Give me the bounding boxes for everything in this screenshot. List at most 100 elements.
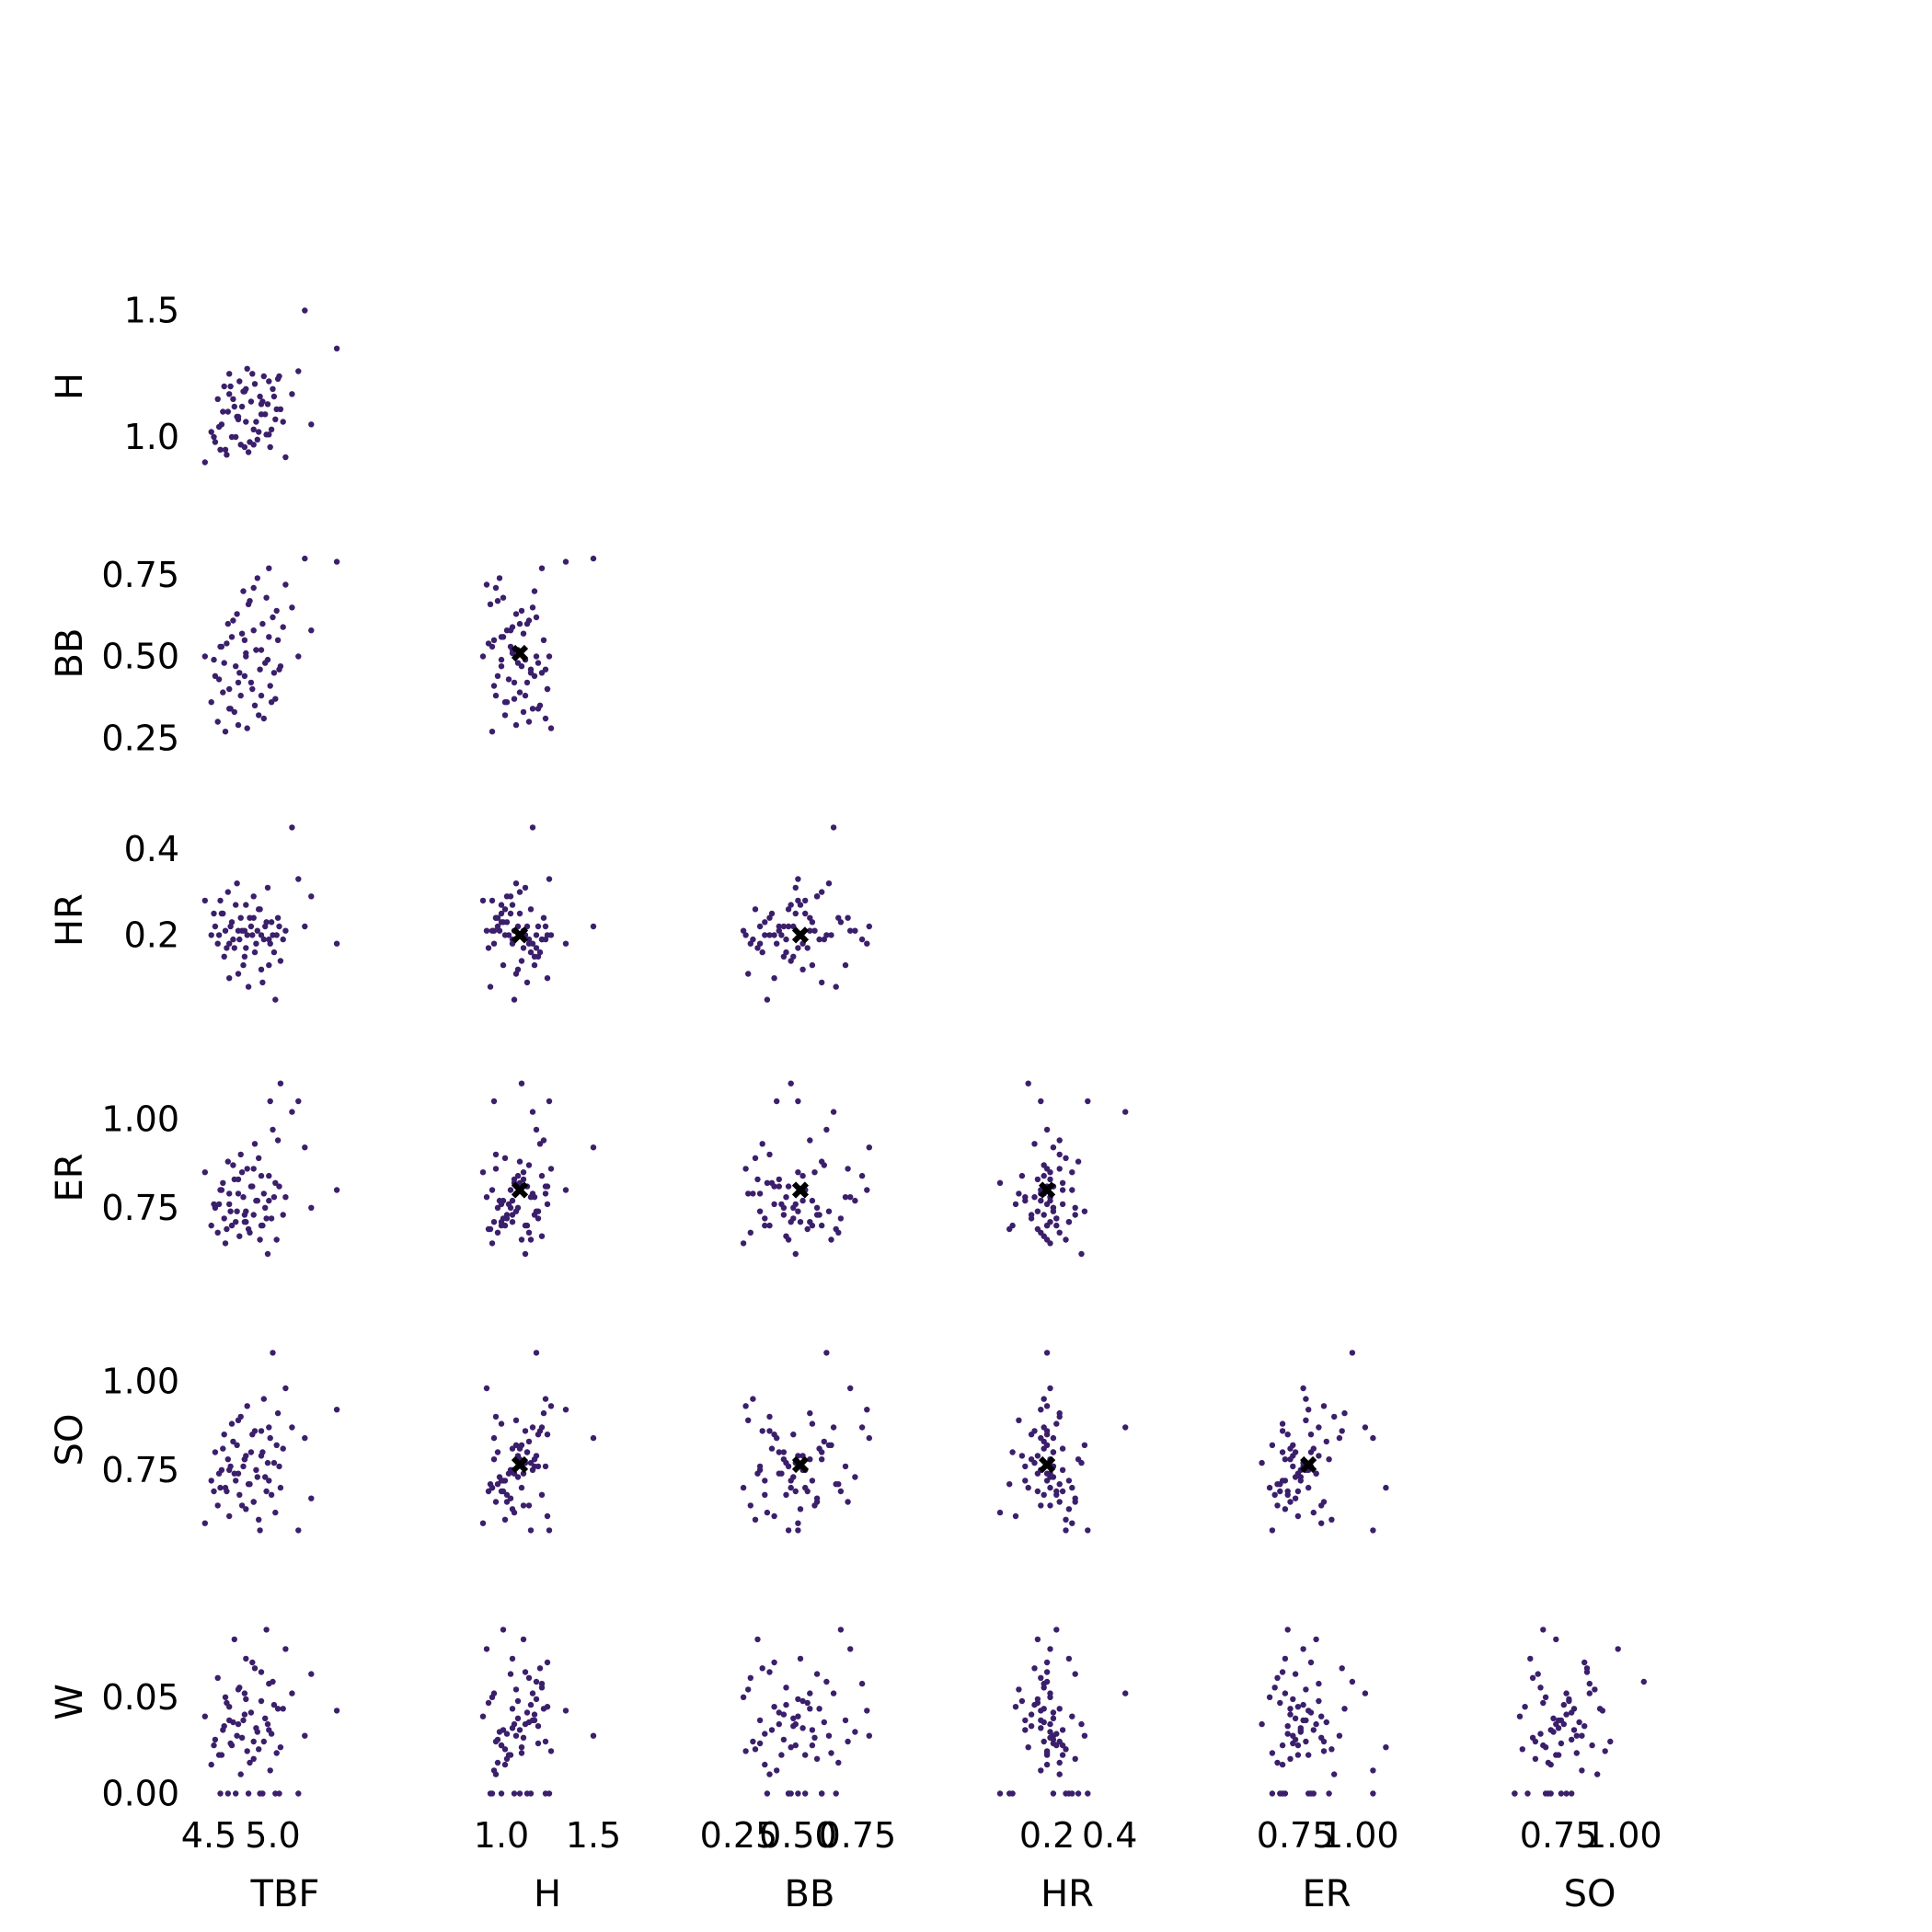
scatter-point — [211, 1201, 217, 1208]
reference-marker — [1038, 1181, 1056, 1199]
scatter-point — [562, 558, 569, 565]
scatter-point — [226, 1717, 233, 1724]
scatter-point — [1602, 1748, 1608, 1754]
scatter-point — [240, 1463, 247, 1470]
scatter-point — [230, 936, 236, 943]
scatter-point — [1282, 1655, 1289, 1662]
scatter-point — [1589, 1742, 1595, 1749]
scatter-point — [780, 923, 788, 930]
scatter-point — [222, 729, 229, 735]
scatter-point — [1370, 1527, 1376, 1534]
scatter-point — [511, 1509, 518, 1516]
scatter-point — [1041, 1738, 1047, 1745]
scatter-point — [1009, 1222, 1016, 1229]
scatter-point — [211, 433, 217, 441]
scatter-point — [1318, 1713, 1325, 1719]
scatter-point — [1553, 1752, 1559, 1758]
scatter-point — [215, 676, 223, 683]
scatter-point — [774, 1098, 780, 1105]
panel-hr-vs-h — [479, 824, 597, 1003]
scatter-point — [766, 1428, 773, 1434]
scatter-point — [1085, 1527, 1091, 1534]
scatter-point — [273, 1750, 280, 1756]
scatter-point — [825, 1208, 833, 1214]
scatter-point — [538, 1233, 546, 1239]
scatter-point — [282, 1385, 289, 1392]
scatter-point — [1059, 1179, 1066, 1187]
scatter-point — [1542, 1694, 1549, 1701]
scatter-point — [1576, 1719, 1582, 1726]
scatter-point — [852, 927, 858, 934]
scatter-point — [333, 1708, 340, 1714]
scatter-point — [226, 1512, 233, 1520]
scatter-point — [268, 426, 275, 432]
scatter-point — [226, 685, 233, 693]
scatter-point — [523, 979, 531, 986]
scatter-point — [538, 936, 546, 943]
scatter-point — [250, 584, 257, 592]
scatter-point — [247, 1449, 255, 1455]
scatter-point — [1271, 1685, 1278, 1691]
scatter-point — [276, 1463, 282, 1470]
scatter-point — [776, 1720, 782, 1728]
scatter-point — [1284, 1731, 1291, 1737]
scatter-point — [518, 1484, 525, 1491]
x-tick-label: 0.75 — [819, 1815, 897, 1856]
scatter-point — [771, 975, 777, 982]
scatter-point — [830, 824, 837, 831]
scatter-point — [516, 1158, 523, 1165]
scatter-point — [562, 1407, 569, 1413]
scatter-point — [490, 927, 498, 934]
scatter-point — [1063, 1155, 1069, 1162]
scatter-point — [1034, 1176, 1041, 1183]
scatter-point — [547, 1748, 555, 1754]
scatter-point — [1059, 1752, 1066, 1758]
scatter-point — [212, 923, 219, 930]
scatter-point — [333, 1407, 340, 1413]
scatter-point — [220, 910, 226, 917]
scatter-point — [245, 983, 252, 990]
scatter-point — [866, 1434, 872, 1442]
scatter-point — [809, 1197, 816, 1204]
scatter-point — [250, 893, 257, 900]
scatter-point — [201, 459, 208, 466]
scatter-point — [520, 945, 527, 951]
scatter-point — [489, 729, 496, 735]
scatter-point — [1310, 1727, 1317, 1733]
scatter-point — [201, 897, 208, 904]
scatter-point — [785, 1527, 792, 1534]
scatter-point — [544, 685, 551, 693]
scatter-point — [823, 1126, 830, 1133]
scatter-point — [272, 416, 279, 422]
scatter-point — [302, 1434, 308, 1442]
scatter-point — [220, 1727, 226, 1733]
scatter-point — [494, 1449, 501, 1455]
scatter-point — [799, 966, 806, 973]
scatter-point — [224, 1699, 230, 1707]
scatter-point — [830, 1109, 837, 1115]
y-axis-label: HR — [49, 893, 91, 947]
scatter-point — [237, 914, 244, 921]
scatter-point — [804, 1699, 811, 1707]
x-tick-label: 1.00 — [1321, 1815, 1399, 1856]
scatter-point — [236, 936, 243, 943]
scatter-point — [249, 1432, 256, 1438]
scatter-point — [518, 1744, 525, 1751]
scatter-point — [1279, 1428, 1286, 1434]
scatter-point — [540, 1409, 547, 1417]
scatter-point — [256, 906, 262, 913]
scatter-point — [531, 1711, 538, 1718]
scatter-point — [221, 1215, 227, 1222]
scatter-point — [825, 880, 833, 887]
scatter-point — [1031, 1428, 1038, 1434]
scatter-point — [1022, 1463, 1029, 1470]
scatter-point — [509, 624, 516, 630]
scatter-point — [1078, 1250, 1085, 1258]
scatter-point — [235, 1190, 242, 1197]
scatter-point — [842, 1194, 849, 1201]
scatter-point — [835, 1481, 842, 1488]
scatter-point — [308, 893, 315, 900]
scatter-point — [266, 1424, 272, 1431]
scatter-point — [201, 1169, 208, 1176]
scatter-point — [590, 1434, 597, 1442]
